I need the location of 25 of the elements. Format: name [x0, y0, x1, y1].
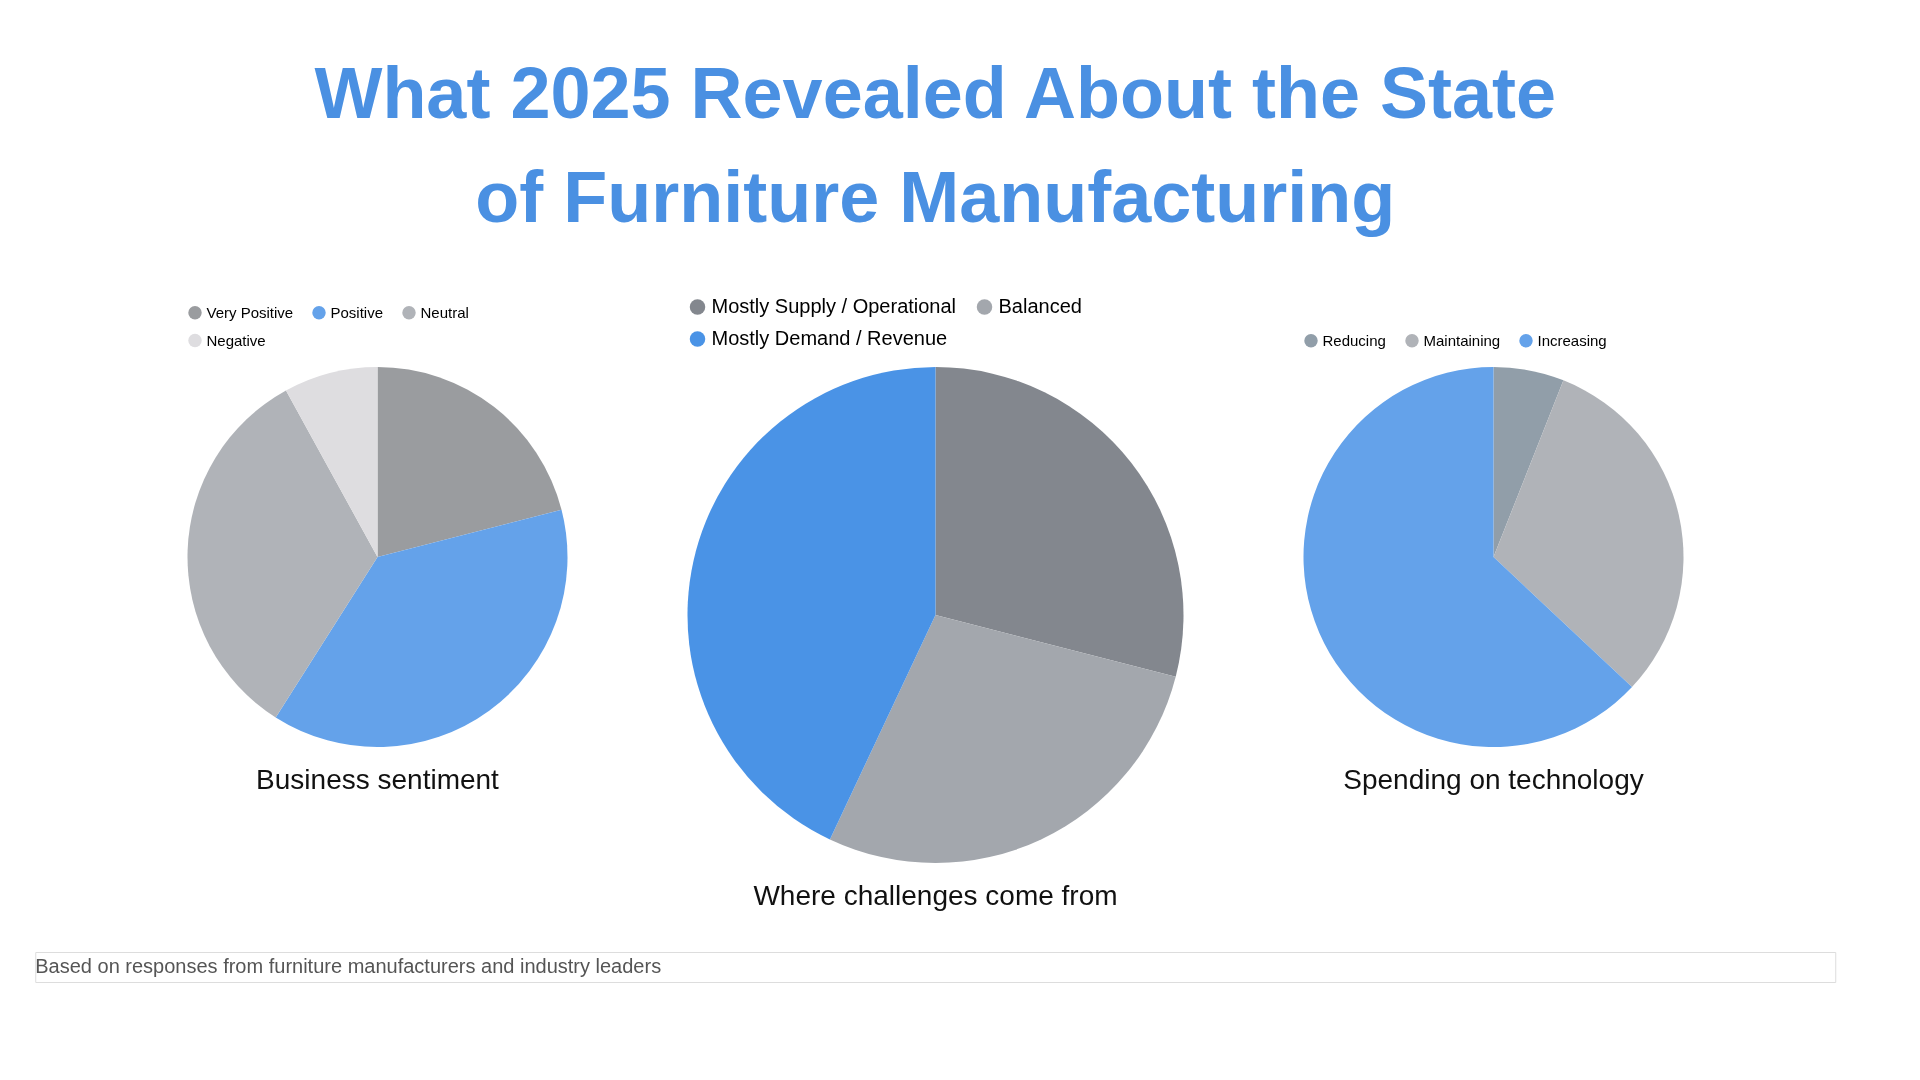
legend-label: Negative	[206, 331, 266, 349]
pie-slice	[1493, 380, 1684, 688]
legend-label: Positive	[330, 303, 384, 321]
pie-slice	[285, 367, 378, 557]
pie-slice	[377, 367, 562, 557]
pie-slice	[187, 390, 378, 718]
legend-label: Mostly Supply / Operational	[711, 295, 957, 317]
legend-label: Maintaining	[1423, 331, 1501, 349]
legend-label: Neutral	[420, 303, 469, 321]
text: What 2025 Revealed About the State of Furniture Manufacturing	[314, 53, 1557, 237]
pie-slice	[935, 367, 1184, 677]
text: Spending on technology	[1343, 764, 1644, 795]
pie-slice	[1493, 367, 1564, 557]
legend-label: Very Positive	[206, 303, 294, 321]
pie-slice	[829, 615, 1176, 863]
text: Based on responses from furniture manufacturers and industry leaders	[35, 955, 662, 977]
pie-slice	[687, 367, 936, 840]
legend-label: Reducing	[1322, 331, 1386, 349]
text: Business sentiment	[256, 764, 500, 795]
legend-label: Increasing	[1537, 331, 1607, 349]
legend-label: Mostly Demand / Revenue	[711, 327, 948, 349]
pie-slice	[1303, 367, 1632, 747]
legend-label: Balanced	[998, 295, 1082, 317]
text: Where challenges come from	[753, 880, 1118, 911]
pie-slice	[275, 509, 568, 747]
